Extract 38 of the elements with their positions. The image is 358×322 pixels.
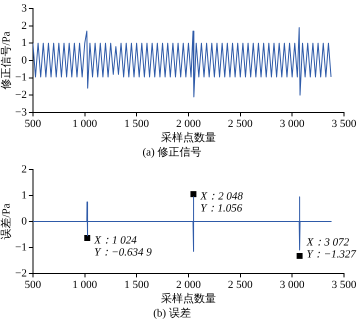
x-tick-label: 1 500	[124, 118, 150, 130]
y-tick-label: −2	[15, 267, 27, 280]
y-tick-label: −2	[15, 88, 27, 101]
x-tick-label: 500	[24, 278, 42, 291]
point	[84, 235, 90, 241]
annotation: X：2 048 Y：1.056	[199, 190, 244, 214]
y-tick-label: 0	[21, 215, 28, 228]
x-tick-label: 2 000	[176, 278, 202, 291]
y-axis-title: 修正信号/Pa	[0, 31, 12, 90]
y-tick-label: −1	[15, 72, 27, 84]
y-tick-label: 0	[21, 54, 28, 66]
x-tick-label: 1 000	[72, 118, 98, 130]
y-axis-title: 误差/Pa	[0, 203, 12, 240]
x-tick-label: 3 500	[332, 278, 357, 291]
x-tick-label: 500	[24, 118, 42, 130]
x-tick-label: 2 500	[228, 118, 254, 130]
x-tick-label: 3 500	[332, 118, 357, 130]
x-tick-label: 2 500	[228, 278, 254, 291]
annotation: X：3 072 Y：−1.327	[306, 236, 356, 260]
x-tick-label: 1 000	[72, 278, 98, 291]
x-axis-title: 采样点数量	[160, 292, 216, 306]
annotation: X：1 024 Y：−0.634 9	[93, 234, 152, 258]
x-axis-title: 采样点数量	[160, 131, 216, 144]
y-tick-label: 2	[21, 20, 27, 32]
x-tick-label: 1 500	[124, 278, 150, 291]
point	[190, 191, 196, 198]
x-tick-label: 2 000	[176, 118, 202, 130]
text: (b) 误差	[153, 307, 191, 320]
point	[296, 252, 303, 259]
y-tick-label: 3	[21, 2, 28, 14]
x-tick-label: 3 000	[280, 118, 306, 130]
y-tick-label: −1	[15, 241, 27, 254]
y-tick-label: −3	[15, 106, 28, 118]
text: (a) 修正信号	[142, 146, 202, 158]
y-tick-label: 1	[21, 189, 27, 202]
x-tick-label: 3 000	[280, 278, 306, 291]
y-tick-label: 2	[21, 163, 27, 176]
y-tick-label: 1	[21, 37, 27, 50]
